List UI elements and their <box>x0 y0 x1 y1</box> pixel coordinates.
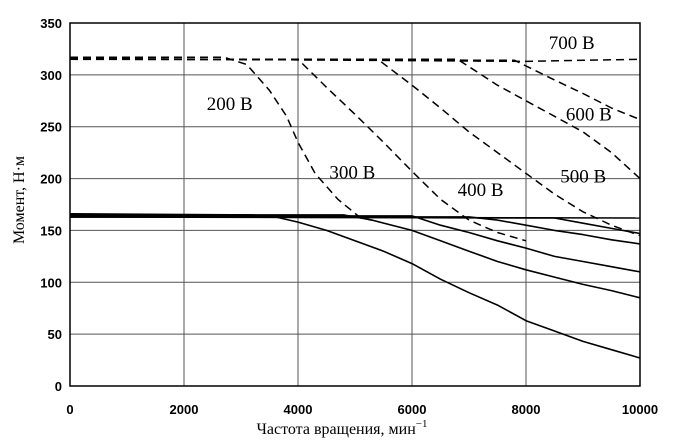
x-tick-labels: 0 2000 4000 6000 8000 10000 <box>66 402 658 417</box>
y-tick-label: 300 <box>40 68 62 83</box>
voltage-label: 200 В <box>207 94 253 115</box>
x-tick-label: 10000 <box>622 402 658 417</box>
y-tick-label: 100 <box>40 275 62 290</box>
y-tick-label: 200 <box>40 172 62 187</box>
voltage-label: 400 В <box>458 180 504 201</box>
y-tick-labels: 0 50 100 150 200 250 300 350 <box>40 16 62 394</box>
x-tick-label: 2000 <box>170 402 199 417</box>
dashed-curve-0 <box>70 56 373 221</box>
solid-curve-11 <box>69 216 641 219</box>
dashed-curve-5 <box>69 57 641 63</box>
voltage-labels: 700 В 600 В 200 В 300 В 400 В 500 В <box>207 33 612 201</box>
x-tick-label: 8000 <box>512 402 541 417</box>
x-tick-label: 6000 <box>398 402 427 417</box>
solid-curve-7 <box>70 214 641 299</box>
dashed-curve-4 <box>69 58 641 121</box>
x-axis-title: Частота вращения, мин−1 <box>257 418 428 438</box>
x-tick-label: 0 <box>66 402 73 417</box>
plot-frame <box>69 22 641 387</box>
y-tick-label: 150 <box>40 223 62 238</box>
x-axis-title-superscript: −1 <box>416 418 428 430</box>
dashed-curve-3 <box>70 58 641 180</box>
solid-curve-8 <box>70 215 641 273</box>
grid-lines <box>70 23 640 386</box>
voltage-label: 300 В <box>329 163 375 184</box>
voltage-label: 500 В <box>560 167 606 188</box>
y-tick-label: 350 <box>40 16 62 31</box>
voltage-label: 700 В <box>549 33 595 54</box>
dashed-curve-1 <box>70 58 527 242</box>
voltage-label: 600 В <box>566 104 612 125</box>
dashed-curve-2 <box>70 58 641 237</box>
solid-curve-6 <box>69 213 641 359</box>
x-tick-label: 4000 <box>284 402 313 417</box>
y-axis-title: Момент, Н·м <box>11 156 28 244</box>
y-tick-label: 50 <box>48 327 62 342</box>
y-tick-label: 0 <box>55 379 62 394</box>
y-tick-label: 250 <box>40 120 62 135</box>
series-lines <box>69 56 641 359</box>
